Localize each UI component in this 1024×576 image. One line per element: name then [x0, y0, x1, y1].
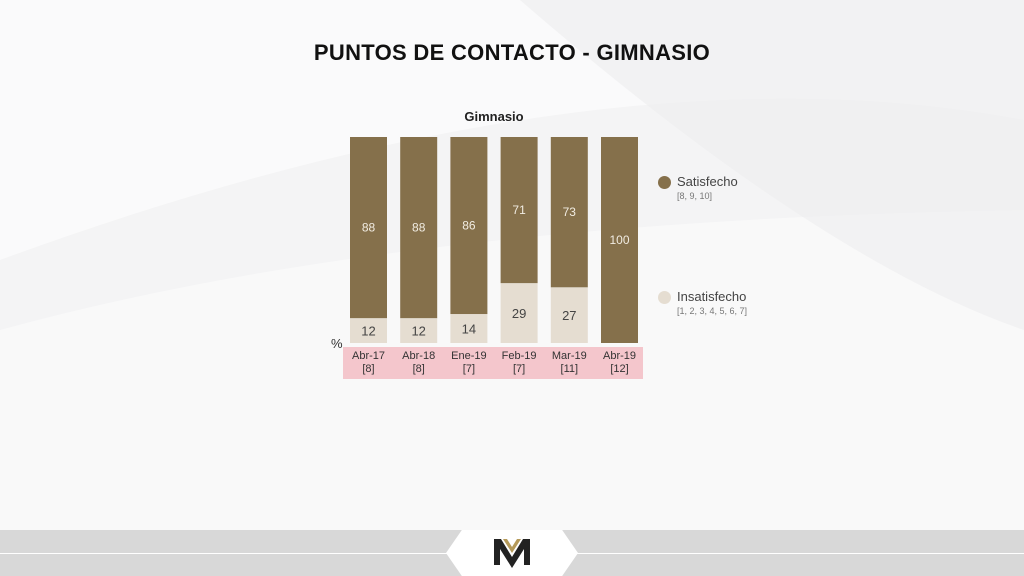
category-band [343, 347, 643, 379]
y-axis-unit-label: % [331, 336, 343, 351]
category-sample-size: [12] [610, 363, 629, 375]
category-name: Ene-19 [451, 350, 487, 362]
category-sample-size: [8] [362, 363, 375, 375]
bar-satisfecho-abr-17 [350, 137, 387, 319]
data-label-satisfecho-abr-19: 100 [609, 233, 629, 247]
legend-swatch-insatisfecho [658, 291, 671, 304]
data-label-satisfecho-ene-19: 86 [462, 219, 476, 233]
category-name: Abr-17 [351, 350, 386, 362]
bar-satisfecho-abr-19 [601, 137, 638, 343]
category-label-abr-17: Abr-17 [8] [343, 350, 395, 376]
mv-logo-icon [494, 539, 530, 568]
category-name: Feb-19 [501, 350, 537, 362]
legend-scale-satisfecho: [8, 9, 10] [677, 191, 713, 201]
category-label-abr-18: Abr-18 [8] [393, 350, 445, 376]
bar-satisfecho-ene-19 [450, 137, 488, 315]
data-label-insatisfecho-mar-19: 27 [562, 308, 576, 323]
category-name: Mar-19 [551, 350, 587, 362]
legend-label-satisfecho: Satisfecho [677, 174, 738, 189]
legend-swatch-satisfecho [658, 176, 671, 189]
bar-insatisfecho-abr-17 [350, 318, 387, 343]
data-label-insatisfecho-abr-17: 12 [361, 324, 375, 339]
bar-satisfecho-abr-18 [400, 137, 438, 319]
bar-satisfecho-feb-19 [500, 137, 538, 284]
data-label-insatisfecho-feb-19: 29 [512, 306, 526, 321]
legend-label-insatisfecho: Insatisfecho [677, 289, 747, 304]
bar-insatisfecho-feb-19 [500, 283, 538, 343]
category-label-ene-19: Ene-19 [7] [443, 350, 495, 376]
category-label-abr-19: Abr-19 [12] [594, 350, 646, 376]
data-label-insatisfecho-ene-19: 14 [462, 322, 476, 337]
bar-insatisfecho-abr-18 [400, 318, 438, 343]
category-sample-size: [8] [412, 363, 425, 375]
data-label-satisfecho-abr-18: 88 [412, 221, 426, 235]
bar-insatisfecho-mar-19 [550, 287, 588, 343]
data-label-satisfecho-mar-19: 73 [563, 205, 577, 219]
category-name: Abr-18 [402, 350, 436, 362]
category-name: Abr-19 [602, 350, 637, 362]
category-label-feb-19: Feb-19 [7] [493, 350, 545, 376]
bar-satisfecho-mar-19 [550, 137, 588, 288]
data-label-satisfecho-feb-19: 71 [512, 203, 526, 217]
data-label-satisfecho-abr-17: 88 [362, 221, 376, 235]
data-label-insatisfecho-abr-18: 12 [411, 324, 425, 339]
chart-title: Gimnasio [464, 109, 524, 124]
bar-insatisfecho-ene-19 [450, 314, 488, 343]
category-sample-size: [11] [560, 363, 579, 375]
category-label-mar-19: Mar-19 [11] [543, 350, 595, 376]
category-sample-size: [7] [462, 363, 475, 375]
category-sample-size: [7] [512, 363, 526, 375]
slide-title: PUNTOS DE CONTACTO - GIMNASIO [313, 40, 711, 65]
legend-scale-insatisfecho: [1, 2, 3, 4, 5, 6, 7] [677, 306, 748, 316]
